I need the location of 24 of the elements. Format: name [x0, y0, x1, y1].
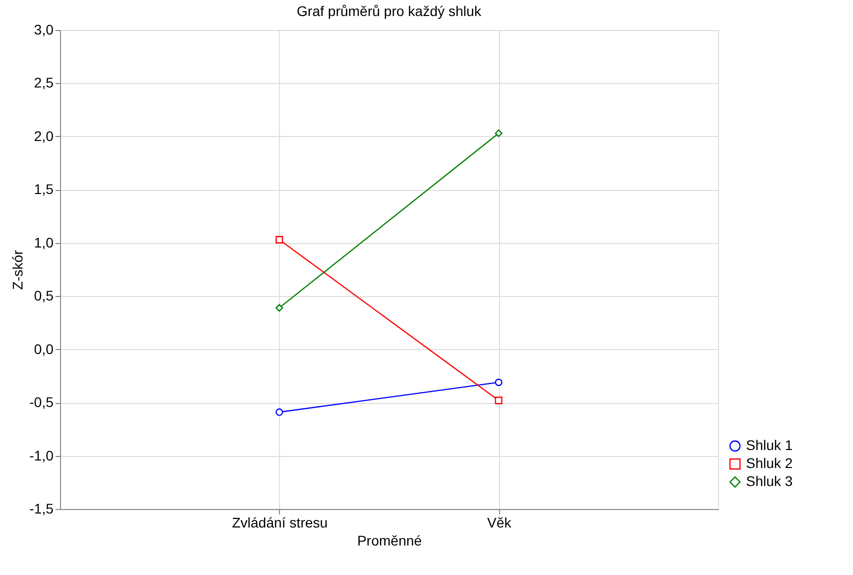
- y-tick-label: 3,0: [34, 22, 54, 38]
- point: [494, 129, 502, 138]
- chart-title: Graf průměrů pro každý shluk: [296, 3, 482, 19]
- point: [276, 304, 284, 312]
- y-tick-label: -0,5: [29, 394, 54, 410]
- x-axis-title: Proměnné: [357, 532, 422, 548]
- legend-label: Shluk 1: [746, 437, 793, 453]
- y-axis-title: Z-skór: [9, 250, 26, 290]
- y-tick-label: 0,5: [34, 288, 54, 304]
- y-tick-label: 1,5: [34, 181, 54, 198]
- x-tick-label: Věk: [487, 514, 512, 530]
- y-tick-label: 1,0: [34, 234, 54, 250]
- y-tick-label: -1,0: [29, 447, 54, 464]
- point: [276, 236, 284, 244]
- point: [494, 378, 502, 386]
- legend-label: Shluk 3: [746, 473, 793, 489]
- y-tick-label: 0,0: [34, 340, 54, 357]
- y-tick-label: 2,0: [34, 128, 54, 144]
- y-tick-label: -1,5: [29, 500, 54, 516]
- legend-label: Shluk 2: [746, 455, 793, 471]
- y-tick-label: 2,5: [34, 74, 54, 91]
- point: [494, 396, 502, 404]
- point: [276, 408, 284, 416]
- x-tick-label: Zvládání stresu: [232, 514, 328, 530]
